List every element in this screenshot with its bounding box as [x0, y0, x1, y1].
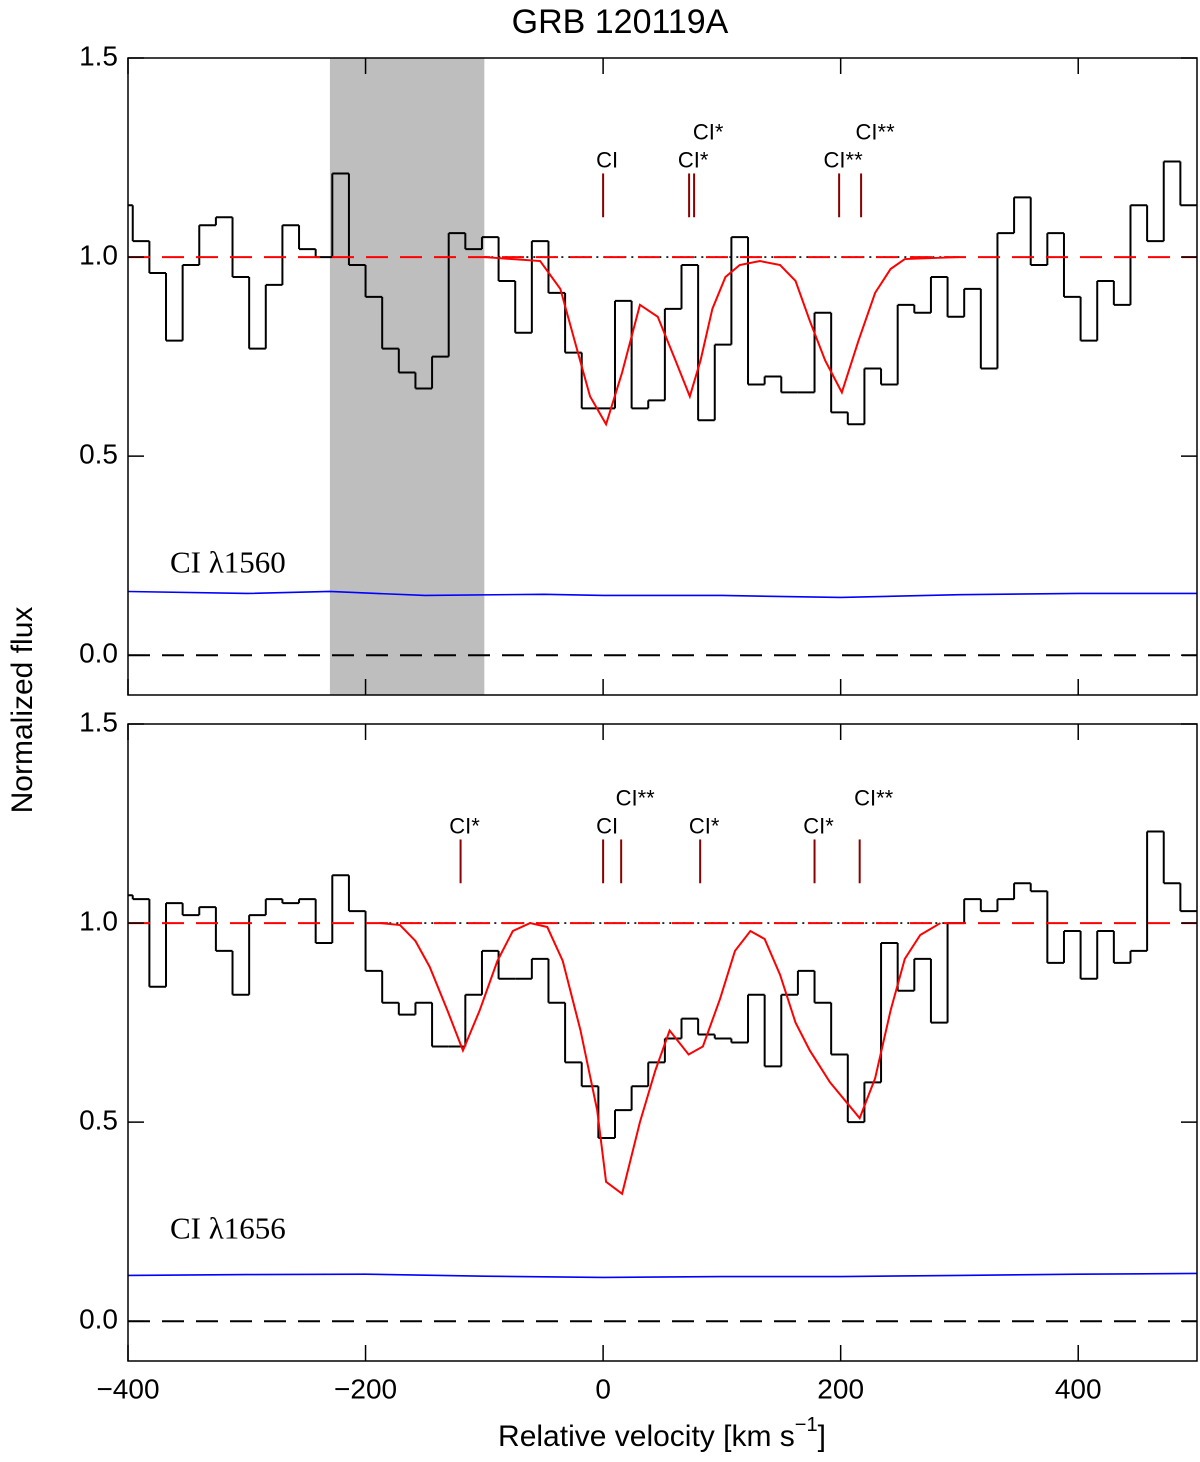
transition-label: CI* — [693, 119, 724, 144]
x-tick-label: −400 — [96, 1373, 159, 1404]
transition-label: CI — [596, 147, 618, 172]
plot-frame — [127, 57, 1198, 696]
x-tick-label: −200 — [334, 1373, 397, 1404]
y-tick-label: 1.0 — [79, 239, 118, 270]
y-tick-label: 1.0 — [79, 905, 118, 936]
y-tick-label: 0.5 — [79, 439, 118, 470]
plot-area — [128, 58, 1197, 695]
transition-label: CI — [596, 813, 618, 838]
x-tick-label: 200 — [817, 1373, 864, 1404]
y-axis-label: Normalized flux — [6, 607, 39, 814]
x-tick-label: 0 — [595, 1373, 611, 1404]
transition-label: CI** — [616, 785, 656, 810]
x-axis-label: Relative velocity [km s−1] — [498, 1414, 826, 1453]
transition-label: CI* — [803, 813, 834, 838]
figure-title: GRB 120119A — [512, 3, 729, 41]
transition-label: CI** — [856, 119, 896, 144]
transition-label: CI** — [854, 785, 894, 810]
masked-region — [329, 58, 485, 695]
model-fit — [484, 256, 960, 427]
line-annotation: CI λ1560 — [170, 545, 286, 580]
plot-frame — [127, 723, 1198, 1362]
transition-label: CI* — [689, 813, 720, 838]
line-annotation: CI λ1656 — [170, 1211, 286, 1246]
x-axis-label-end: ] — [818, 1420, 826, 1453]
plot-area — [128, 830, 1197, 1323]
x-axis-label-text: Relative velocity [km s — [498, 1420, 795, 1453]
y-tick-label: 0.5 — [79, 1105, 118, 1136]
error-spectrum — [128, 1272, 1197, 1279]
y-tick-label: 1.5 — [79, 40, 118, 71]
error-spectrum — [128, 590, 1197, 599]
transition-label: CI** — [824, 147, 864, 172]
x-axis-label-sup: −1 — [795, 1414, 818, 1436]
y-tick-label: 0.0 — [79, 638, 118, 669]
transition-label: CI* — [449, 813, 480, 838]
model-fit — [379, 922, 941, 1196]
y-tick-label: 0.0 — [79, 1304, 118, 1335]
transition-label: CI* — [678, 147, 709, 172]
y-tick-label: 1.5 — [79, 706, 118, 737]
x-tick-label: 400 — [1055, 1373, 1102, 1404]
